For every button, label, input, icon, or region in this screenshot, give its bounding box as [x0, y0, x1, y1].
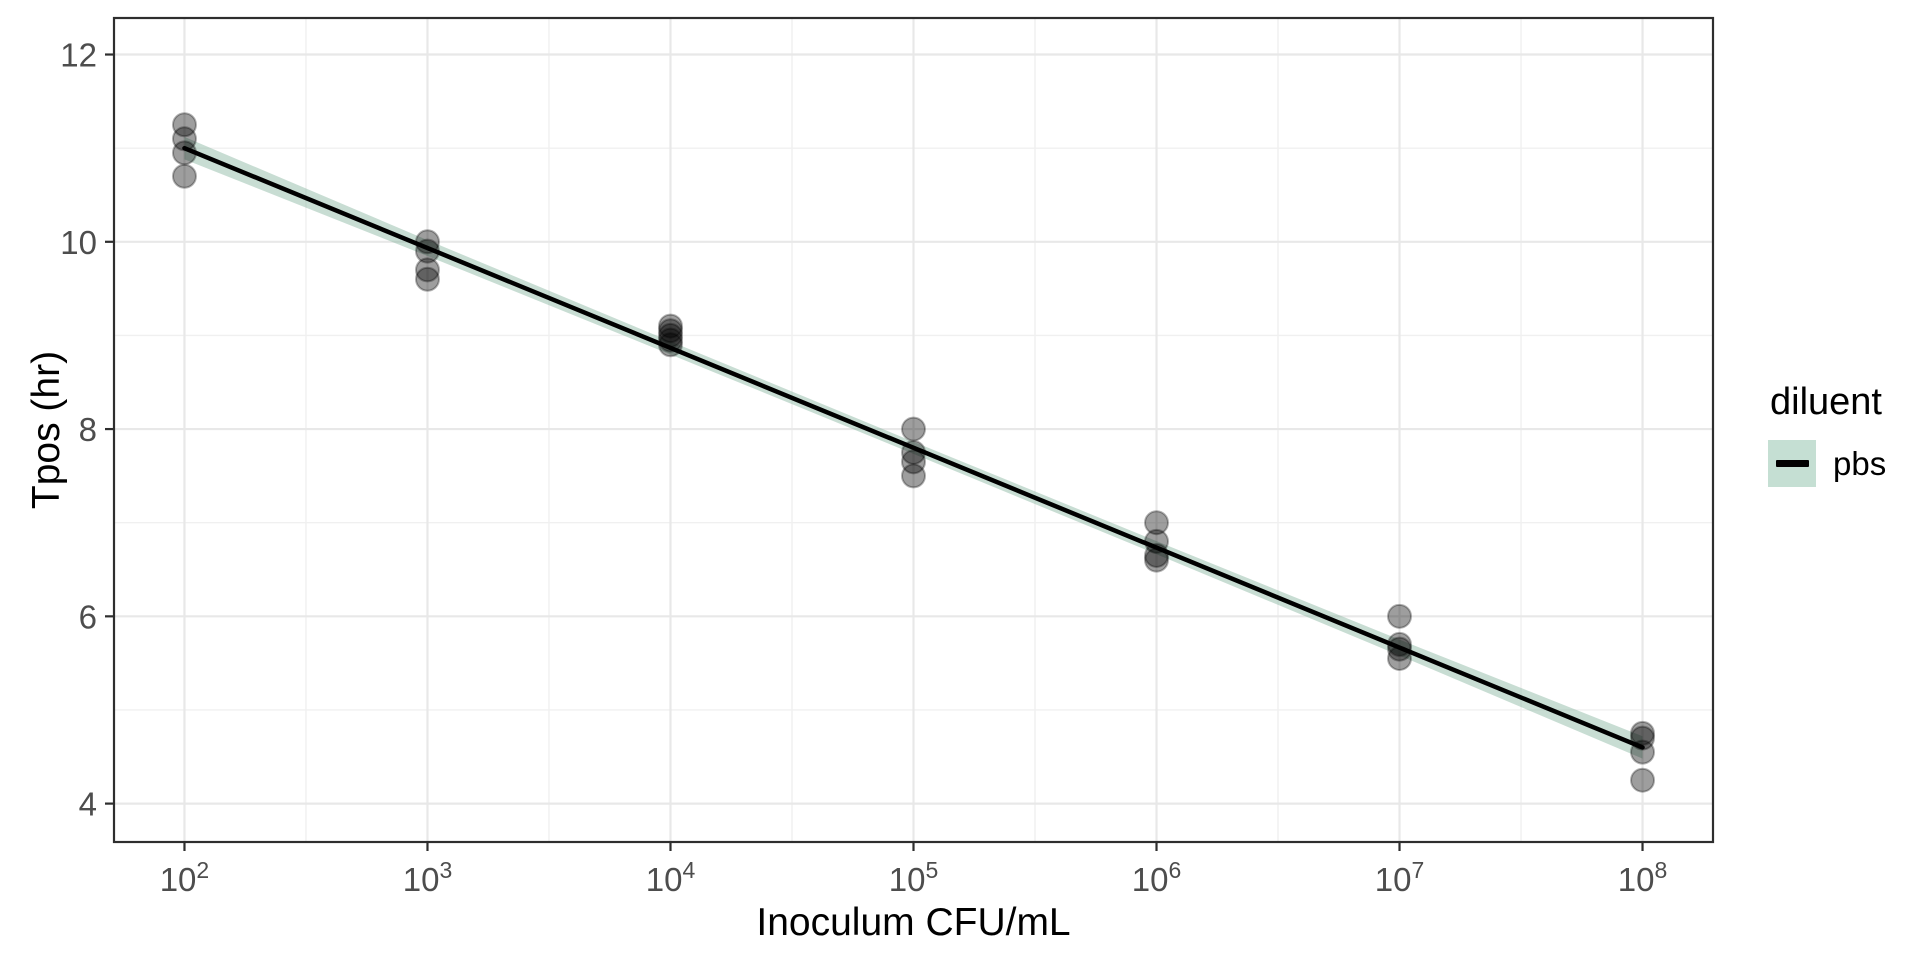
x-tick-label: 105 — [889, 857, 939, 898]
data-point — [657, 313, 683, 339]
data-point — [414, 238, 440, 264]
legend-item-label: pbs — [1833, 444, 1887, 482]
data-point — [1630, 720, 1656, 746]
data-point — [171, 112, 197, 138]
data-point — [171, 126, 197, 152]
data-point — [1387, 645, 1413, 671]
data-point — [901, 439, 926, 465]
data-point — [1144, 542, 1170, 568]
y-tick-label: 8 — [79, 411, 97, 448]
legend-title: diluent — [1770, 381, 1882, 423]
x-tick-label: 103 — [403, 857, 453, 898]
data-point — [414, 229, 440, 255]
data-point — [901, 416, 926, 442]
y-tick-label: 6 — [79, 598, 97, 635]
x-tick-label: 106 — [1132, 857, 1182, 898]
data-point — [171, 140, 197, 166]
data-point — [901, 449, 926, 475]
data-point — [1630, 767, 1656, 793]
data-point — [1387, 631, 1413, 657]
data-point — [1630, 739, 1656, 765]
legend-item-pbs: pbs — [1768, 440, 1886, 487]
data-point — [171, 163, 197, 189]
y-tick-label: 10 — [60, 224, 97, 261]
data-point — [1144, 510, 1170, 536]
data-point — [414, 266, 440, 292]
data-point — [1387, 603, 1413, 629]
x-tick-label: 102 — [160, 857, 210, 898]
data-point — [657, 318, 683, 344]
regression-line — [182, 145, 1645, 750]
legend-line-icon — [1775, 460, 1809, 467]
data-point — [901, 463, 926, 489]
data-point — [657, 322, 683, 348]
legend: diluent pbs — [1768, 381, 1886, 487]
x-tick-label: 104 — [646, 857, 696, 898]
x-tick-label: 107 — [1375, 857, 1425, 898]
data-point — [1144, 528, 1170, 554]
data-point — [1144, 547, 1170, 573]
legend-key-swatch — [1768, 440, 1816, 487]
x-tick-label: 108 — [1618, 857, 1668, 898]
data-point — [1630, 725, 1656, 751]
x-axis-title: Inoculum CFU/mL — [756, 901, 1071, 944]
data-point — [1387, 636, 1413, 662]
y-tick-label: 4 — [79, 786, 97, 823]
data-point — [414, 257, 440, 283]
y-tick-label: 12 — [60, 37, 97, 74]
data-point — [657, 332, 683, 358]
data-point — [657, 327, 683, 353]
